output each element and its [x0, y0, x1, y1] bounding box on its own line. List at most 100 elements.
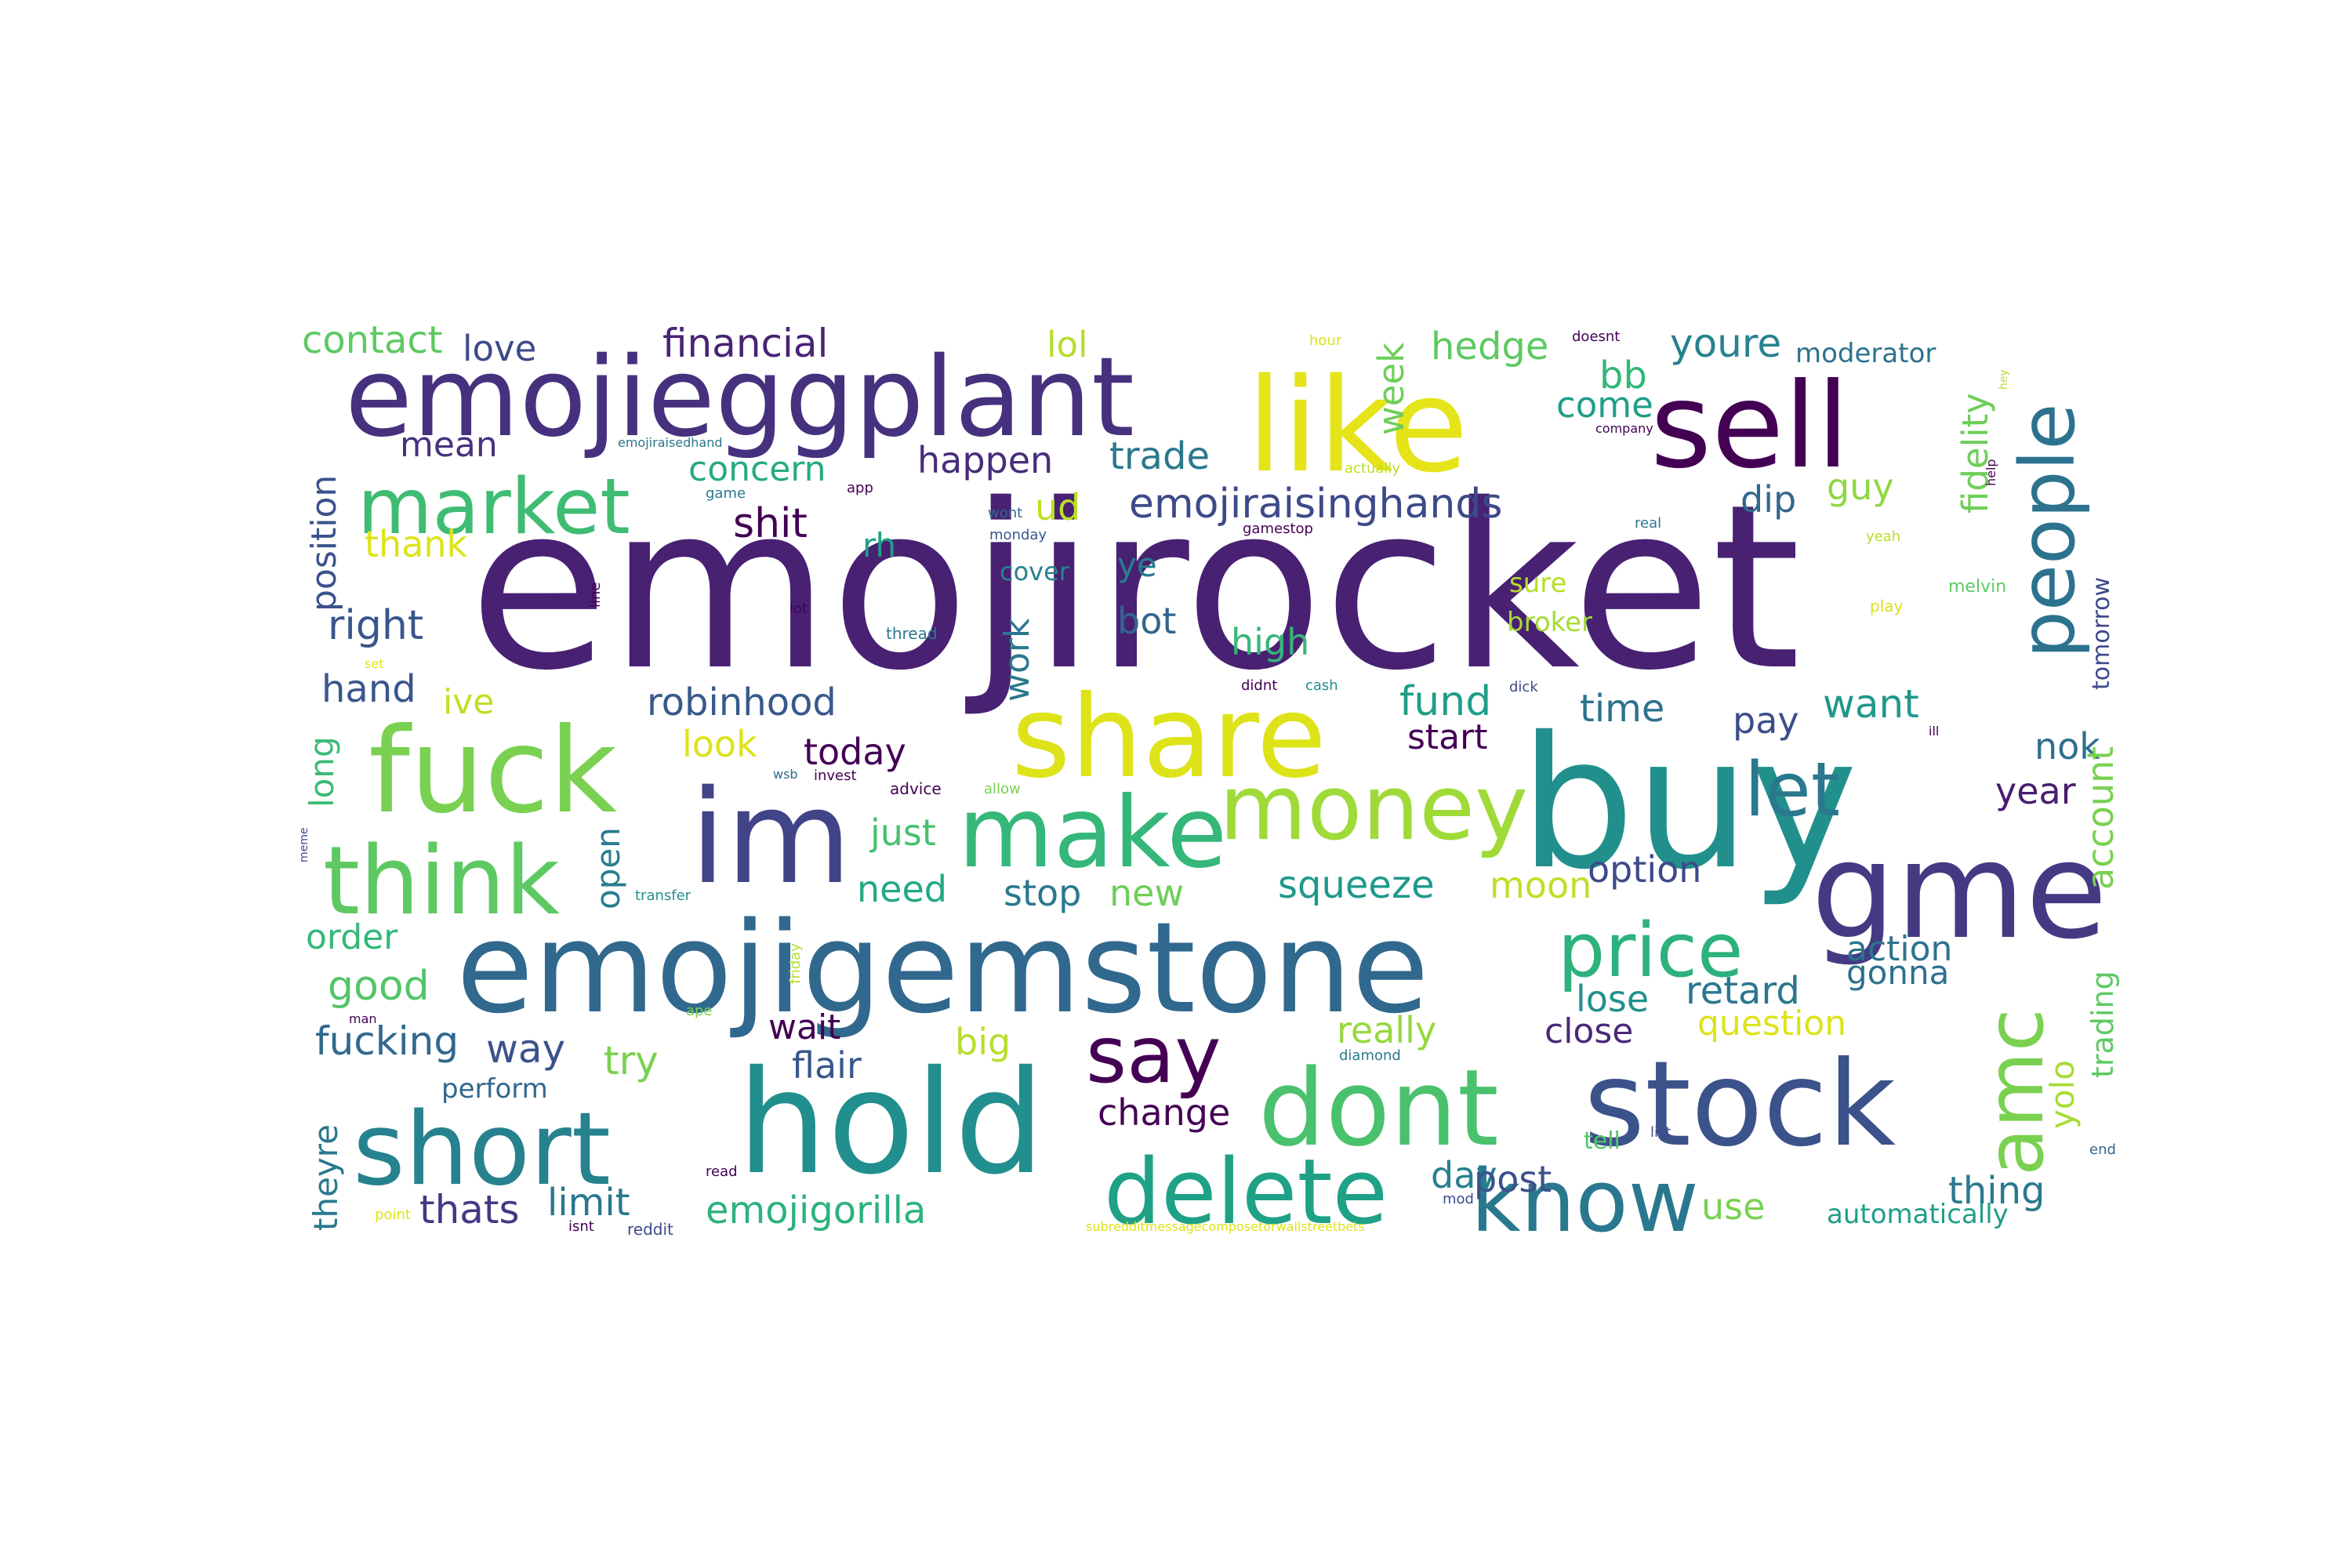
word-delete: delete	[1104, 1140, 1388, 1245]
word-money: money	[1219, 756, 1528, 861]
word-gme: gme	[1811, 814, 2107, 969]
word-close: close	[1544, 1011, 1633, 1051]
word-sure: sure	[1509, 568, 1566, 599]
word-end: end	[2089, 1142, 2116, 1158]
word-melvin: melvin	[1948, 577, 2006, 597]
word-bot: bot	[1117, 600, 1176, 642]
word-moderator: moderator	[1795, 338, 1936, 369]
word-ye: ye	[1117, 546, 1157, 584]
word-actually: actually	[1345, 460, 1400, 477]
word-real: real	[1635, 515, 1661, 532]
word-lose: lose	[1576, 978, 1649, 1020]
word-good: good	[328, 963, 430, 1010]
word-high: high	[1231, 621, 1309, 663]
word-perform: perform	[441, 1073, 548, 1105]
word-reddit: reddit	[627, 1220, 673, 1239]
word-love: love	[463, 328, 536, 369]
word-thread: thread	[886, 624, 938, 643]
word-think: think	[323, 827, 561, 936]
word-app: app	[847, 480, 873, 496]
word-time: time	[1580, 687, 1664, 731]
word-change: change	[1098, 1091, 1230, 1134]
word-new: new	[1109, 872, 1184, 914]
word-right: right	[328, 602, 423, 649]
word-set: set	[365, 656, 383, 671]
word-emojiraisedhand: emojiraisedhand	[618, 435, 723, 450]
word-week: week	[1370, 343, 1412, 435]
word-im: im	[690, 762, 852, 913]
word-ive: ive	[443, 682, 494, 722]
word-mean: mean	[400, 425, 498, 465]
word-line: line	[587, 583, 604, 608]
word-know: know	[1471, 1151, 1699, 1251]
word-make: make	[958, 776, 1227, 890]
word-hedge: hedge	[1431, 325, 1548, 368]
word-point: point	[375, 1207, 411, 1223]
word-list: list	[1650, 1124, 1671, 1141]
word-post: post	[1474, 1158, 1552, 1200]
word-wont: wont	[988, 505, 1022, 521]
word-robinhood: robinhood	[647, 681, 837, 724]
word-trading: trading	[2085, 971, 2120, 1078]
word-trade: trade	[1109, 434, 1210, 478]
word-buy: buy	[1519, 698, 1858, 909]
word-fucking: fucking	[315, 1018, 459, 1064]
word-thank: thank	[365, 523, 468, 565]
word-ud: ud	[1035, 486, 1080, 528]
word-option: option	[1588, 848, 1701, 891]
word-like: like	[1247, 350, 1468, 501]
word-action: action	[1846, 929, 1952, 969]
word-moon: moon	[1490, 864, 1592, 906]
word-open: open	[589, 827, 627, 909]
word-emojirocket: emojirocket	[469, 456, 1801, 720]
word-wait: wait	[768, 1007, 840, 1047]
word-meme: meme	[298, 827, 310, 862]
word-mod: mod	[1443, 1191, 1474, 1207]
word-nok: nok	[2034, 725, 2100, 768]
word-need: need	[857, 868, 947, 910]
word-thing: thing	[1948, 1169, 2045, 1213]
word-financial: financial	[662, 321, 828, 366]
word-long: long	[303, 736, 341, 808]
word-contact: contact	[302, 318, 443, 362]
word-pay: pay	[1733, 699, 1799, 742]
word-thats: thats	[419, 1187, 520, 1232]
word-limit: limit	[547, 1181, 630, 1225]
word-dick: dick	[1509, 679, 1538, 695]
word-yeah: yeah	[1866, 528, 1900, 545]
word-order: order	[306, 917, 398, 957]
word-dont: dont	[1258, 1047, 1499, 1170]
word-help: help	[1984, 459, 1998, 486]
word-people: people	[2004, 404, 2092, 659]
word-use: use	[1701, 1185, 1765, 1228]
word-invest: invest	[814, 768, 857, 784]
word-gamestop: gamestop	[1243, 521, 1313, 537]
word-emojiraisinghands: emojiraisinghands	[1129, 481, 1502, 528]
word-hold: hold	[737, 1040, 1045, 1206]
word-automatically: automatically	[1827, 1199, 2009, 1230]
word-cover: cover	[1000, 557, 1070, 586]
word-want: want	[1823, 681, 1919, 727]
word-yolo: yolo	[2043, 1060, 2082, 1129]
word-broker: broker	[1507, 607, 1592, 638]
word-friday: friday	[787, 943, 804, 984]
word-try: try	[604, 1038, 659, 1083]
word-fidelity: fidelity	[1955, 393, 1996, 514]
word-hey: hey	[1998, 369, 2010, 390]
word-hand: hand	[321, 667, 416, 711]
word-emojieggplant: emojieggplant	[345, 334, 1134, 462]
word-flair: flair	[792, 1044, 862, 1087]
word-let: let	[1744, 747, 1840, 833]
word-say: say	[1086, 1009, 1221, 1101]
word-look: look	[682, 723, 757, 765]
word-share: share	[1011, 671, 1327, 804]
word-isnt: isnt	[568, 1218, 594, 1235]
word-doesnt: doesnt	[1572, 328, 1620, 345]
word-theyre: theyre	[307, 1124, 345, 1231]
word-didnt: didnt	[1241, 677, 1277, 694]
word-lot: lot	[789, 601, 808, 617]
word-come: come	[1556, 384, 1653, 426]
word-start: start	[1407, 717, 1487, 757]
word-cash: cash	[1305, 677, 1338, 694]
